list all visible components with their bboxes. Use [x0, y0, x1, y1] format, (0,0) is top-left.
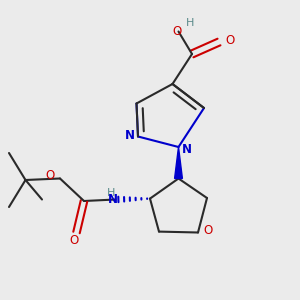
Text: O: O [172, 25, 182, 38]
Text: N: N [107, 193, 118, 206]
Text: O: O [69, 233, 78, 247]
Text: H: H [107, 188, 115, 198]
Text: N: N [124, 129, 135, 142]
Polygon shape [175, 147, 182, 178]
Text: N: N [182, 143, 192, 156]
Text: O: O [225, 34, 234, 47]
Text: H: H [186, 17, 194, 28]
Text: O: O [46, 169, 55, 182]
Text: O: O [203, 224, 212, 238]
